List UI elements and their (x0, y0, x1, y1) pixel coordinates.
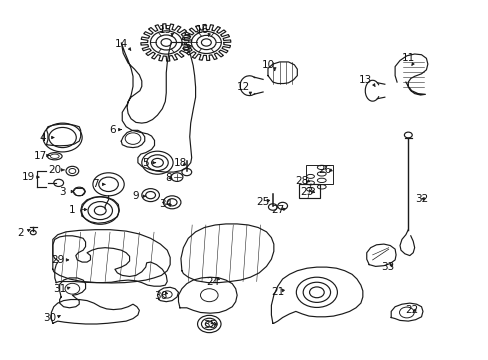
Text: 1: 1 (69, 204, 76, 215)
Text: 6: 6 (109, 125, 116, 135)
Text: 5: 5 (142, 158, 149, 168)
Text: 20: 20 (48, 165, 61, 175)
Text: 16: 16 (196, 24, 209, 35)
Text: 34: 34 (158, 199, 172, 210)
Text: 36: 36 (153, 291, 167, 301)
Bar (305, 165, 332, 184)
Text: 4: 4 (40, 132, 46, 143)
Text: 14: 14 (114, 39, 128, 49)
Text: 13: 13 (358, 75, 372, 85)
Text: 35: 35 (202, 320, 216, 330)
Text: 23: 23 (300, 186, 313, 197)
Text: 21: 21 (270, 287, 284, 297)
Text: 10: 10 (261, 60, 274, 70)
Text: 17: 17 (33, 150, 47, 161)
Text: 31: 31 (53, 284, 66, 294)
Text: 32: 32 (414, 194, 427, 204)
Text: 8: 8 (165, 173, 172, 183)
Text: 24: 24 (205, 276, 219, 287)
Text: 33: 33 (380, 262, 393, 272)
Text: 22: 22 (404, 305, 418, 315)
Text: 2: 2 (17, 228, 24, 238)
Text: 12: 12 (236, 82, 250, 92)
Text: 25: 25 (256, 197, 269, 207)
Text: 18: 18 (173, 158, 186, 168)
Text: 27: 27 (270, 204, 284, 215)
Text: 29: 29 (51, 255, 64, 265)
Text: 19: 19 (21, 172, 35, 182)
Text: 30: 30 (43, 312, 56, 323)
Text: 15: 15 (158, 24, 172, 35)
Text: 28: 28 (295, 176, 308, 186)
Text: 11: 11 (401, 53, 414, 63)
Text: 26: 26 (318, 165, 331, 175)
Text: 9: 9 (132, 191, 139, 201)
Text: 3: 3 (59, 186, 66, 197)
Text: 7: 7 (92, 179, 99, 189)
Bar (299, 184, 319, 198)
